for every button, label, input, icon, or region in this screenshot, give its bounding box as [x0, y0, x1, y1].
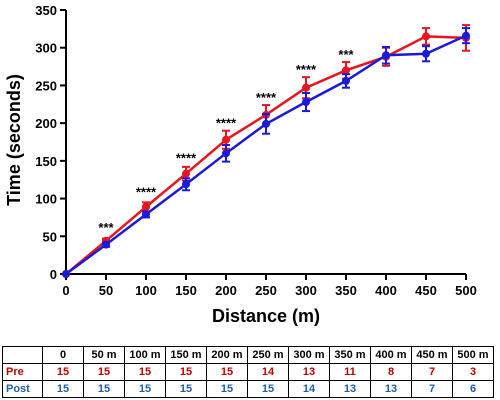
table-header-cell: 450 m	[411, 346, 453, 364]
data-point	[342, 76, 350, 85]
table-cell: 13	[288, 363, 330, 381]
data-point	[382, 51, 390, 60]
data-point	[142, 210, 150, 219]
data-point	[142, 202, 150, 211]
x-tick-label: 100	[135, 283, 157, 298]
table-row-label: Post	[2, 380, 43, 398]
table-cell: 15	[124, 380, 166, 398]
table-cell: 15	[206, 363, 248, 381]
y-tick-label: 250	[35, 78, 57, 93]
data-point	[182, 169, 190, 178]
series-post	[62, 27, 470, 278]
table-cell: 7	[411, 363, 453, 381]
data-point	[262, 119, 270, 128]
x-tick-label: 0	[62, 283, 69, 298]
series-line	[65, 34, 467, 276]
table-header-cell: 350 m	[329, 346, 371, 364]
significance-label: ****	[256, 90, 277, 105]
table-header-cell: 400 m	[370, 346, 412, 364]
significance-label: ****	[216, 116, 237, 131]
series-pre	[62, 24, 470, 278]
table-row-label: Pre	[2, 363, 43, 381]
table-cell: 15	[83, 363, 125, 381]
data-point	[182, 180, 190, 189]
data-point	[422, 49, 430, 58]
data-point	[222, 135, 230, 144]
data-point	[62, 270, 70, 278]
data-point	[422, 32, 430, 41]
table-header-cell: 150 m	[165, 346, 207, 364]
x-tick-label: 400	[375, 283, 397, 298]
data-point	[302, 83, 310, 92]
table-cell: 11	[329, 363, 371, 381]
table-cell: 14	[288, 380, 330, 398]
x-axis-title: Distance (m)	[212, 306, 320, 326]
series-line	[65, 35, 467, 275]
series-layer	[62, 24, 470, 278]
table-header-cell: 250 m	[247, 346, 289, 364]
table-cell: 15	[165, 363, 207, 381]
significance-label: ***	[338, 47, 354, 62]
data-point	[222, 149, 230, 158]
significance-label: ****	[136, 184, 157, 199]
y-tick-label: 150	[35, 154, 57, 169]
table-header-cell: 0	[42, 346, 84, 364]
y-tick-label: 0	[50, 267, 57, 282]
table-cell: 15	[42, 380, 84, 398]
y-tick-label: 100	[35, 192, 57, 207]
table-cell: 13	[329, 380, 371, 398]
table-header-row: 0 50 m 100 m 150 m 200 m 250 m 300 m 350…	[2, 346, 494, 364]
x-tick-label: 350	[335, 283, 357, 298]
table-cell: 15	[83, 380, 125, 398]
data-point	[342, 66, 350, 75]
data-point	[102, 240, 110, 249]
sample-size-table: 0 50 m 100 m 150 m 200 m 250 m 300 m 350…	[2, 346, 494, 398]
table-header-cell: 100 m	[124, 346, 166, 364]
y-tick-label: 200	[35, 116, 57, 131]
table-cell: 15	[247, 380, 289, 398]
table-header-cell: 500 m	[452, 346, 494, 364]
table-cell: 3	[452, 363, 494, 381]
x-tick-label: 50	[99, 283, 113, 298]
table-header-cell: 300 m	[288, 346, 330, 364]
x-axis-ticks: 0 50 100 150 200 250 300 350 400 450 500	[62, 274, 477, 298]
y-axis-ticks: 0 50 100 150 200 250 300 350	[35, 3, 66, 282]
x-tick-label: 150	[175, 283, 197, 298]
data-point	[462, 31, 470, 40]
x-tick-label: 300	[295, 283, 317, 298]
y-tick-label: 50	[43, 229, 57, 244]
significance-label: ****	[296, 62, 317, 77]
significance-label: ****	[176, 150, 197, 165]
line-chart: 0 50 100 150 200 250 300 350 0 50 100 150 200 250 300…	[4, 3, 477, 326]
table-cell: 7	[411, 380, 453, 398]
table-cell: 6	[452, 380, 494, 398]
table-cell: 15	[42, 363, 84, 381]
significance-label: ***	[98, 220, 114, 235]
table-cell: 8	[370, 363, 412, 381]
table-cell: 13	[370, 380, 412, 398]
table-cell: 15	[206, 380, 248, 398]
x-tick-label: 250	[255, 283, 277, 298]
table-cell: 15	[165, 380, 207, 398]
y-tick-label: 300	[35, 41, 57, 56]
table-header-cell: 200 m	[206, 346, 248, 364]
y-axis-title: Time (seconds)	[4, 74, 24, 206]
data-point	[302, 98, 310, 107]
x-tick-label: 500	[455, 283, 477, 298]
table-corner-cell	[2, 346, 43, 364]
y-tick-label: 350	[35, 3, 57, 18]
table-header-cell: 50 m	[83, 346, 125, 364]
table-cell: 14	[247, 363, 289, 381]
x-tick-label: 200	[215, 283, 237, 298]
table-row-post: Post 15 15 15 15 15 15 14 13 13 7 6	[2, 380, 494, 398]
x-tick-label: 450	[415, 283, 437, 298]
table-cell: 15	[124, 363, 166, 381]
table-row-pre: Pre 15 15 15 15 15 14 13 11 8 7 3	[2, 363, 494, 381]
significance-annotations: **************************	[98, 47, 354, 235]
